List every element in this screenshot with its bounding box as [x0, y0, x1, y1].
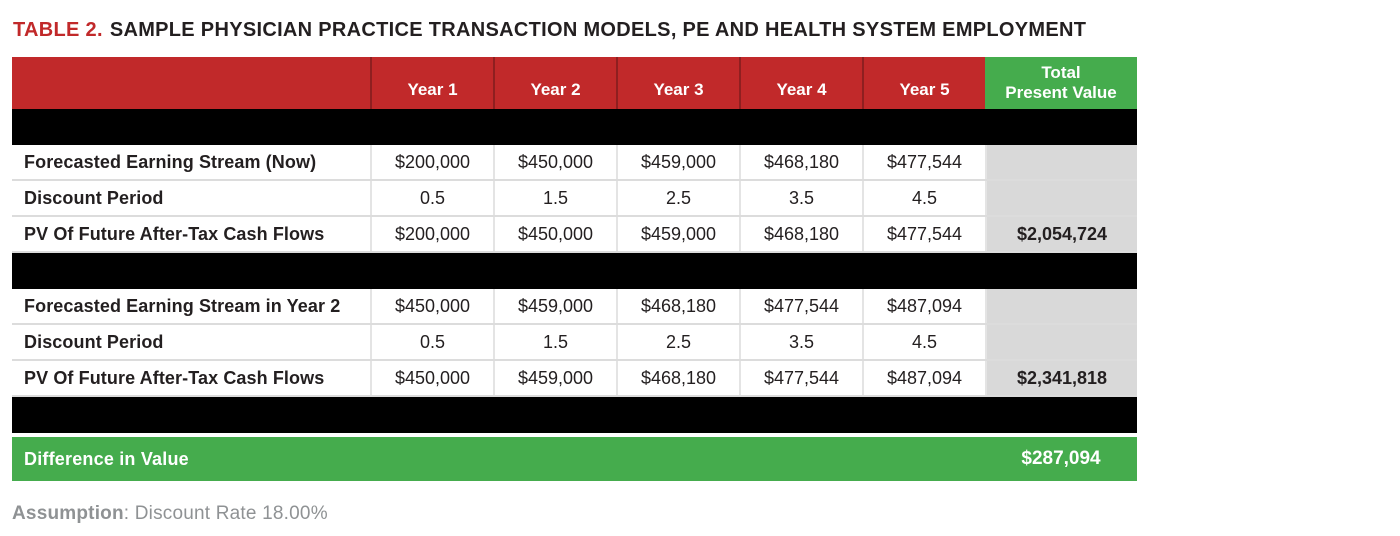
table-row-pv-cash-flows-2: PV Of Future After-Tax Cash Flows $450,0…: [12, 361, 1137, 397]
row-value-cell: $477,544: [862, 217, 985, 251]
header-cell-year5: Year 5: [862, 57, 985, 109]
black-section-bar-2: [12, 253, 1137, 289]
row-value-cell: 2.5: [616, 181, 739, 215]
row-total-cell: [985, 145, 1137, 179]
row-total-cell: [985, 325, 1137, 359]
header-label-cell: [12, 57, 370, 109]
row-label: Forecasted Earning Stream (Now): [24, 151, 317, 172]
table-row-forecasted-now: Forecasted Earning Stream (Now) $200,000…: [12, 145, 1137, 181]
row-value-cell: 3.5: [739, 181, 862, 215]
row-value-cell: $468,180: [616, 361, 739, 395]
row-label: PV Of Future After-Tax Cash Flows: [24, 367, 325, 388]
row-value-cell: 0.5: [370, 181, 493, 215]
row-value-cell: $459,000: [616, 217, 739, 251]
row-value-cell: 0.5: [370, 325, 493, 359]
table-header-row: Year 1 Year 2 Year 3 Year 4 Year 5 Total…: [12, 57, 1137, 109]
table-row-discount-period-1: Discount Period 0.5 1.5 2.5 3.5 4.5: [12, 181, 1137, 217]
row-value-cell: 4.5: [862, 325, 985, 359]
row-value-cell: $468,180: [739, 145, 862, 179]
black-section-bar-3: [12, 397, 1137, 433]
row-value-cell: $477,544: [739, 289, 862, 323]
table-row-discount-period-2: Discount Period 0.5 1.5 2.5 3.5 4.5: [12, 325, 1137, 361]
row-value-cell: $450,000: [493, 217, 616, 251]
row-label: PV Of Future After-Tax Cash Flows: [24, 223, 325, 244]
row-value-cell: 1.5: [493, 325, 616, 359]
table-title: TABLE 2. SAMPLE PHYSICIAN PRACTICE TRANSA…: [13, 18, 1400, 42]
row-value-cell: $477,544: [739, 361, 862, 395]
table-title-text: SAMPLE PHYSICIAN PRACTICE TRANSACTION MO…: [109, 19, 1087, 41]
table-title-tag: TABLE 2.: [13, 19, 103, 41]
header-total-line1: Total: [1041, 63, 1081, 82]
row-value-cell: $487,094: [862, 361, 985, 395]
assumption-label: Assumption: [12, 503, 124, 524]
row-total-cell: [985, 289, 1137, 323]
row-value-cell: $200,000: [370, 217, 493, 251]
row-total-cell: $2,341,818: [985, 361, 1137, 395]
row-value-cell: 4.5: [862, 181, 985, 215]
header-cell-year3: Year 3: [616, 57, 739, 109]
header-cell-year2: Year 2: [493, 57, 616, 109]
row-value-cell: $450,000: [370, 361, 493, 395]
row-value-cell: $459,000: [493, 361, 616, 395]
table-row-forecasted-year2: Forecasted Earning Stream in Year 2 $450…: [12, 289, 1137, 325]
black-section-bar-1: [12, 109, 1137, 145]
row-label: Forecasted Earning Stream in Year 2: [24, 295, 341, 316]
header-cell-total-present-value: Total Present Value: [985, 57, 1137, 109]
row-value-cell: $450,000: [493, 145, 616, 179]
row-total-cell: $2,054,724: [985, 217, 1137, 251]
row-label: Discount Period: [24, 187, 164, 208]
difference-value: $287,094: [1021, 448, 1101, 469]
row-value-cell: $477,544: [862, 145, 985, 179]
row-value-cell: $200,000: [370, 145, 493, 179]
row-value-cell: $487,094: [862, 289, 985, 323]
row-value-cell: 1.5: [493, 181, 616, 215]
row-value-cell: 3.5: [739, 325, 862, 359]
row-value-cell: $450,000: [370, 289, 493, 323]
row-value-cell: $459,000: [493, 289, 616, 323]
header-cell-year1: Year 1: [370, 57, 493, 109]
header-cell-year4: Year 4: [739, 57, 862, 109]
row-label: Discount Period: [24, 331, 164, 352]
assumption-note: Assumption: Discount Rate 18.00%: [12, 503, 1400, 525]
table-row-pv-cash-flows-1: PV Of Future After-Tax Cash Flows $200,0…: [12, 217, 1137, 253]
row-value-cell: 2.5: [616, 325, 739, 359]
header-total-line2: Present Value: [1005, 83, 1117, 102]
row-value-cell: $468,180: [616, 289, 739, 323]
row-value-cell: $468,180: [739, 217, 862, 251]
row-total-cell: [985, 181, 1137, 215]
data-table: Year 1 Year 2 Year 3 Year 4 Year 5 Total…: [12, 57, 1137, 481]
difference-label: Difference in Value: [24, 448, 189, 469]
difference-row: Difference in Value $287,094: [12, 437, 1137, 481]
row-value-cell: $459,000: [616, 145, 739, 179]
assumption-text: : Discount Rate 18.00%: [123, 503, 328, 524]
